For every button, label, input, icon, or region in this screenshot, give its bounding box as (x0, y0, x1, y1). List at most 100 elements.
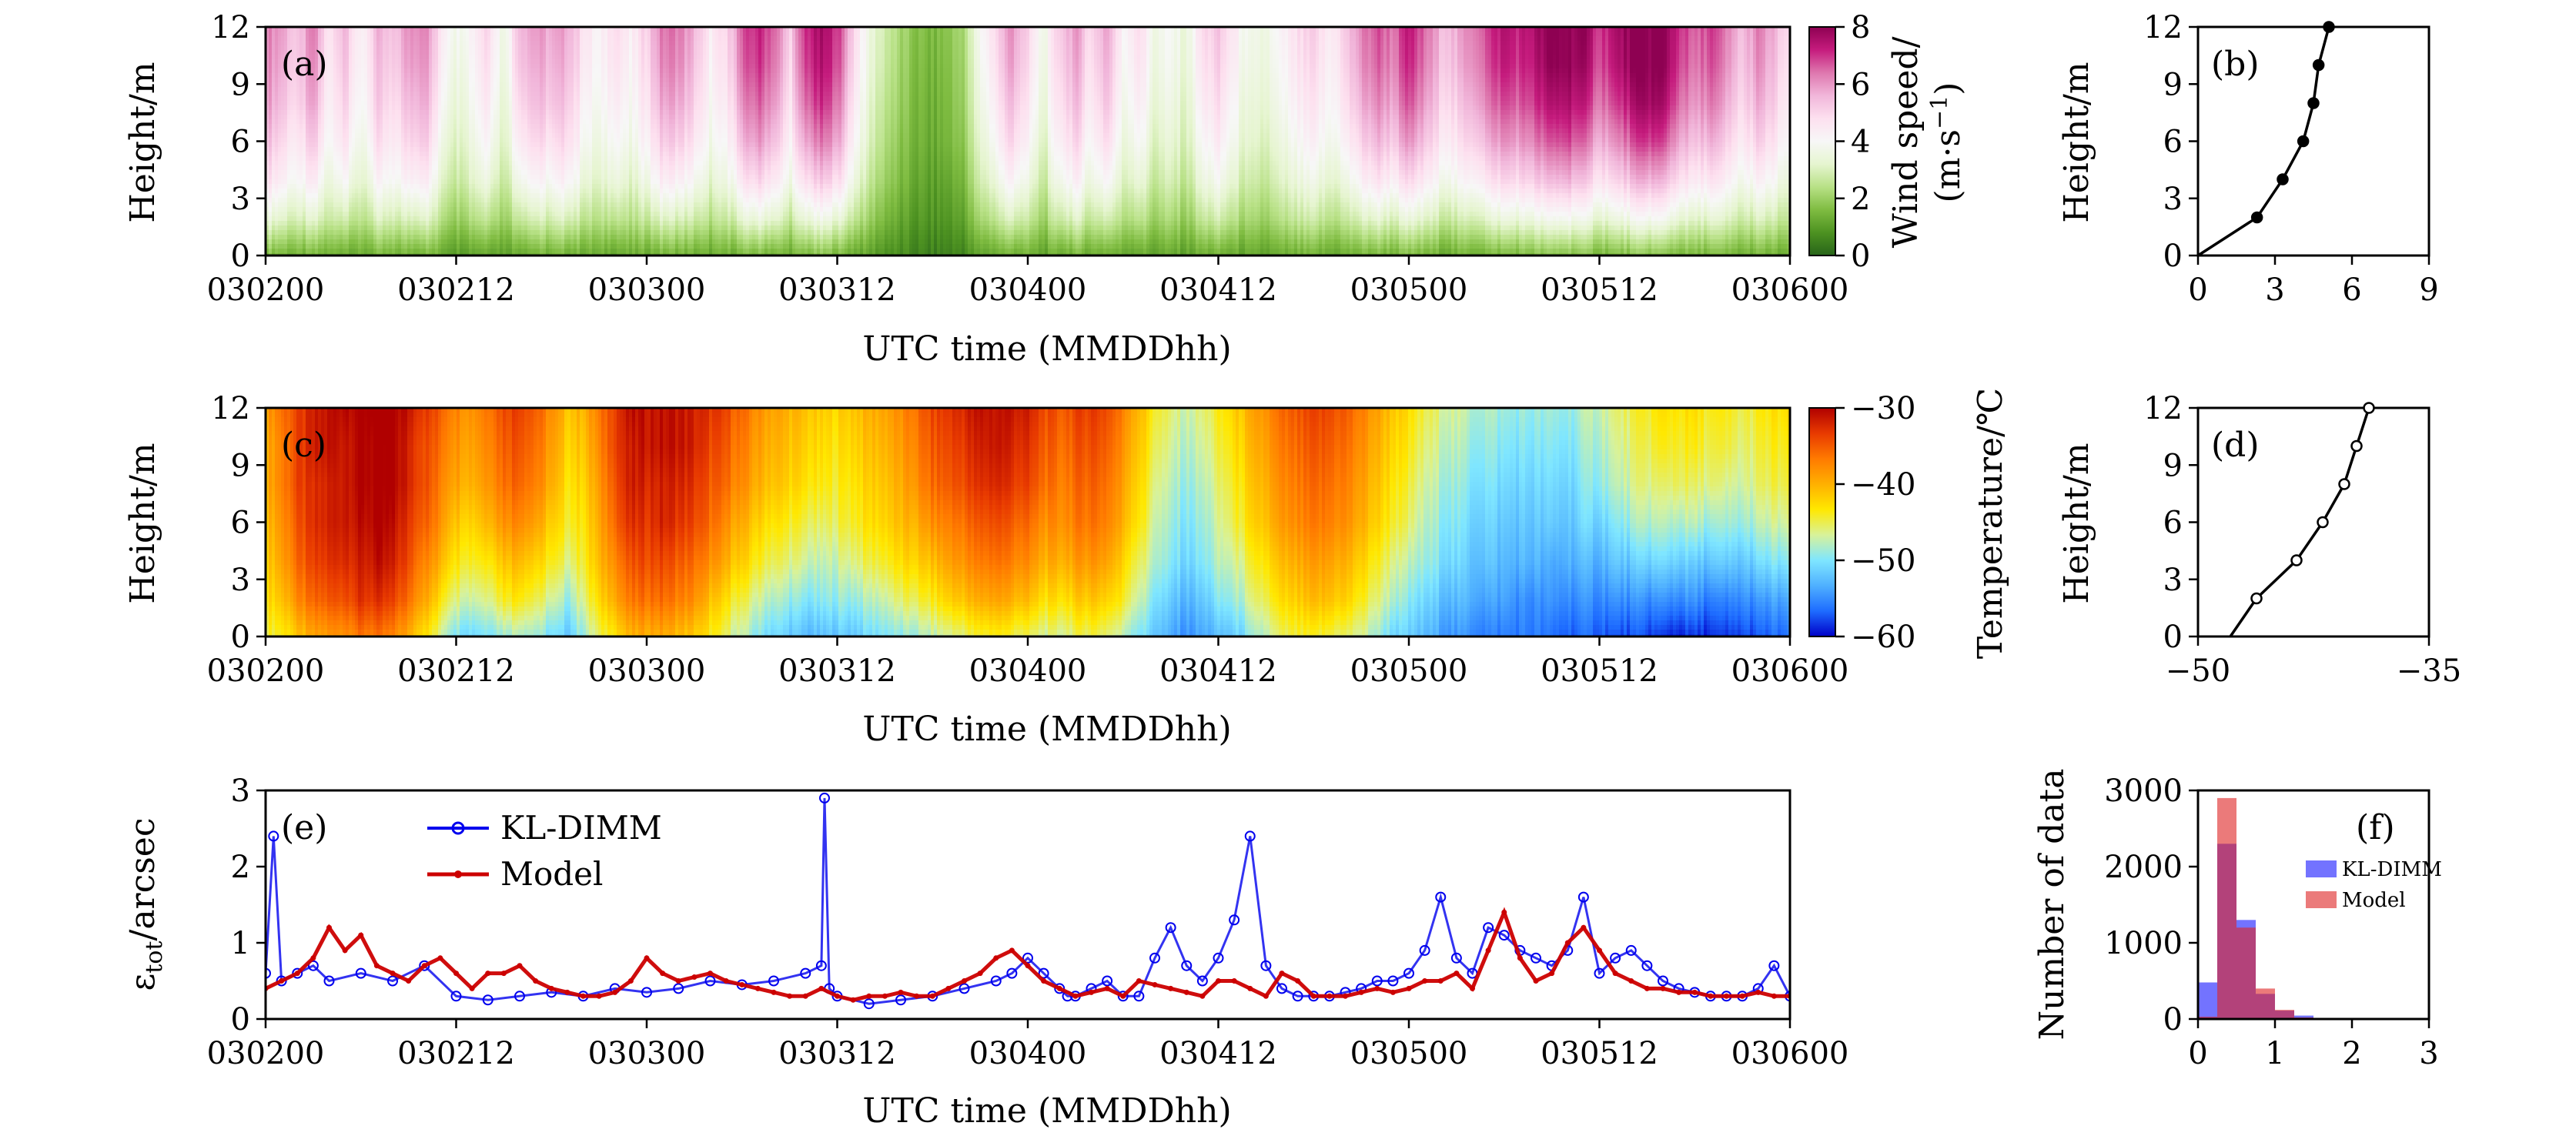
wind-speed-cell (524, 82, 528, 88)
wind-speed-cell (312, 27, 316, 32)
wind-speed-cell (537, 152, 540, 157)
wind-speed-cell (493, 239, 497, 245)
wind-speed-cell (392, 175, 396, 180)
wind-speed-cell (552, 152, 556, 157)
wind-speed-cell (376, 179, 380, 185)
wind-speed-cell (460, 138, 463, 143)
wind-speed-cell (318, 138, 322, 143)
wind-speed-cell (287, 59, 291, 65)
wind-speed-cell (506, 212, 510, 217)
wind-speed-cell (561, 45, 565, 51)
wind-speed-cell (361, 175, 365, 180)
wind-speed-cell (549, 82, 553, 88)
wind-speed-cell (330, 235, 334, 240)
wind-speed-cell (370, 152, 374, 157)
wind-speed-cell (527, 36, 531, 42)
wind-speed-cell (512, 78, 516, 83)
wind-speed-cell (463, 239, 467, 245)
wind-speed-cell (503, 221, 507, 226)
wind-speed-cell (490, 235, 494, 240)
wind-speed-cell (549, 133, 553, 139)
wind-speed-cell (321, 64, 325, 69)
wind-speed-cell (527, 202, 531, 208)
wind-speed-cell (546, 105, 550, 111)
wind-speed-cell (500, 41, 503, 46)
wind-speed-cell (537, 133, 540, 139)
wind-speed-cell (518, 142, 522, 148)
wind-speed-cell (299, 32, 303, 37)
wind-speed-cell (466, 175, 470, 180)
wind-speed-cell (420, 226, 423, 231)
wind-speed-cell (296, 115, 300, 120)
wind-speed-cell (493, 45, 497, 51)
wind-speed-cell (524, 129, 528, 134)
wind-speed-cell (469, 115, 473, 120)
wind-speed-cell (487, 68, 491, 74)
wind-speed-cell (558, 165, 562, 171)
wind-speed-cell (537, 161, 540, 166)
wind-speed-cell (521, 50, 525, 55)
wind-speed-cell (410, 216, 414, 222)
wind-speed-cell (567, 147, 571, 152)
wind-speed-cell (349, 101, 353, 106)
wind-speed-cell (401, 212, 405, 217)
wind-speed-cell (340, 82, 343, 88)
wind-speed-cell (555, 133, 559, 139)
wind-speed-cell (432, 101, 436, 106)
wind-speed-cell (404, 221, 408, 226)
wind-speed-cell (450, 161, 454, 166)
wind-speed-cell (315, 244, 319, 249)
wind-speed-cell (346, 189, 350, 194)
wind-speed-cell (509, 73, 513, 79)
wind-speed-cell (497, 82, 500, 88)
wind-speed-cell (383, 110, 386, 115)
wind-speed-cell (296, 110, 300, 115)
wind-speed-cell (281, 193, 285, 199)
wind-speed-cell (376, 87, 380, 92)
wind-speed-cell (343, 152, 346, 157)
wind-speed-cell (463, 96, 467, 102)
wind-speed-cell (343, 124, 346, 129)
wind-speed-cell (534, 239, 537, 245)
wind-speed-cell (404, 244, 408, 249)
wind-speed-cell (469, 133, 473, 139)
wind-speed-cell (352, 101, 356, 106)
wind-speed-cell (284, 230, 288, 236)
wind-speed-cell (349, 82, 353, 88)
wind-speed-cell (552, 249, 556, 254)
wind-speed-cell (447, 184, 451, 189)
wind-speed-cell (367, 244, 371, 249)
wind-speed-cell (429, 193, 433, 199)
wind-speed-cell (515, 55, 519, 60)
wind-speed-cell (435, 161, 439, 166)
wind-speed-cell (524, 105, 528, 111)
wind-speed-cell (570, 36, 574, 42)
wind-speed-cell (346, 165, 350, 171)
wind-speed-cell (567, 55, 571, 60)
wind-speed-cell (441, 202, 445, 208)
wind-speed-cell (373, 82, 377, 88)
wind-speed-cell (552, 124, 556, 129)
wind-speed-cell (386, 138, 390, 143)
wind-speed-cell (558, 198, 562, 203)
wind-speed-cell (383, 216, 386, 222)
wind-speed-cell (361, 189, 365, 194)
wind-speed-cell (530, 239, 534, 245)
wind-speed-cell (333, 179, 337, 185)
wind-speed-cell (460, 82, 463, 88)
wind-speed-cell (373, 193, 377, 199)
wind-speed-cell (404, 138, 408, 143)
wind-speed-cell (432, 152, 436, 157)
wind-speed-cell (278, 129, 282, 134)
wind-speed-cell (395, 124, 399, 129)
wind-speed-cell (321, 189, 325, 194)
wind-speed-cell (352, 32, 356, 37)
wind-speed-cell (534, 101, 537, 106)
wind-speed-cell (478, 207, 482, 212)
wind-speed-cell (303, 198, 306, 203)
wind-speed-cell (269, 101, 273, 106)
wind-speed-cell (321, 230, 325, 236)
wind-speed-cell (481, 216, 485, 222)
wind-speed-cell (512, 147, 516, 152)
wind-speed-cell (380, 68, 383, 74)
